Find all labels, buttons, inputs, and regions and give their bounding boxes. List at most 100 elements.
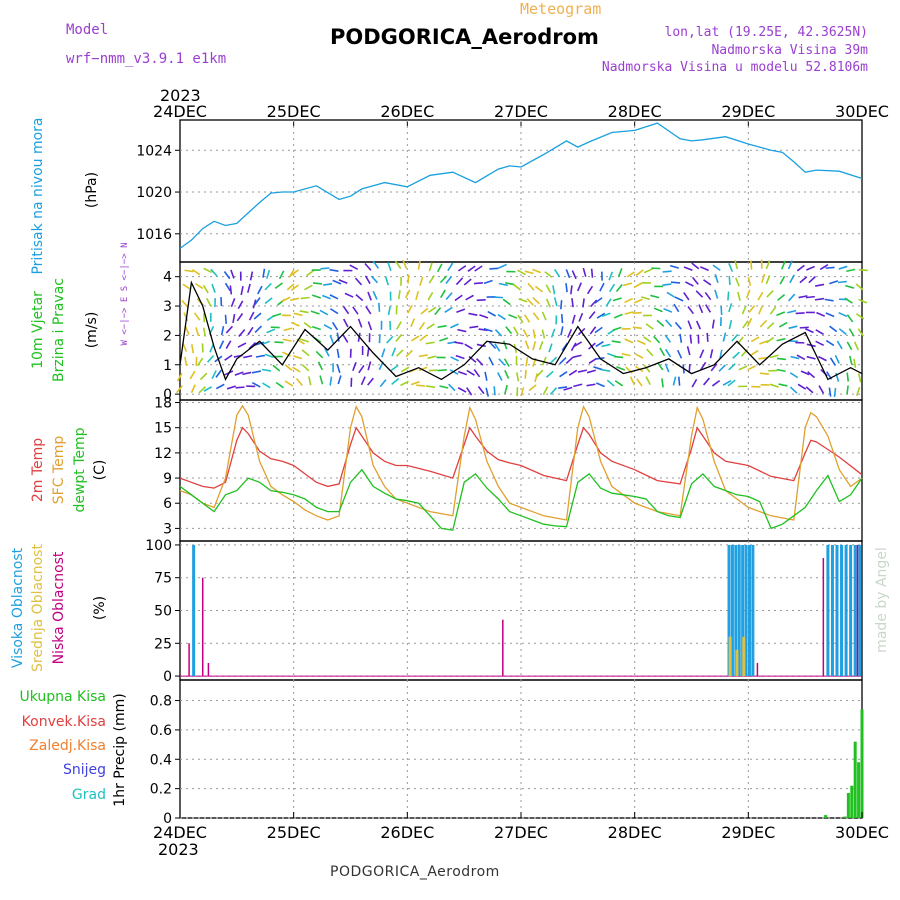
wind-arrow bbox=[248, 311, 255, 321]
wind-arrow bbox=[710, 363, 718, 372]
wind-arrow bbox=[608, 271, 614, 281]
wind-arrow bbox=[683, 266, 693, 272]
wind-arrow bbox=[695, 320, 702, 330]
wind-arrow bbox=[232, 313, 236, 324]
wind-arrow bbox=[321, 294, 331, 300]
wind-arrow bbox=[816, 311, 826, 317]
wind-arrow bbox=[292, 366, 301, 373]
wind-arrow bbox=[727, 291, 730, 301]
wind-arrow bbox=[553, 297, 558, 307]
wind-arrow bbox=[544, 271, 553, 278]
wind-arrow bbox=[805, 328, 814, 334]
wind-arrow bbox=[417, 260, 421, 270]
wind-arrow bbox=[312, 282, 323, 285]
wind-arrow bbox=[338, 279, 348, 284]
wind-arrow bbox=[653, 307, 663, 313]
wind-arrow bbox=[525, 357, 529, 367]
wind-arrow bbox=[704, 291, 712, 301]
wind-arrow bbox=[428, 306, 437, 313]
wind-arrow bbox=[765, 336, 775, 344]
wind-arrow bbox=[596, 382, 605, 388]
precip-bar bbox=[846, 793, 850, 818]
wind-arrow bbox=[825, 312, 835, 318]
wind-arrow bbox=[381, 348, 386, 358]
wind-arrow bbox=[653, 335, 661, 344]
wind-arrow bbox=[455, 354, 465, 360]
wind-arrow bbox=[853, 341, 860, 351]
wind-arrow bbox=[838, 328, 847, 336]
wind-arrow bbox=[532, 341, 537, 351]
year-label-bottom: 2023 bbox=[158, 840, 199, 859]
wind-arrow bbox=[224, 314, 228, 324]
wind-arrow bbox=[632, 311, 642, 314]
wind-arrow bbox=[454, 341, 464, 345]
wind-arrow bbox=[209, 343, 215, 353]
wind-arrow bbox=[444, 306, 453, 314]
wind-arrow bbox=[570, 285, 573, 295]
wind-arrow bbox=[722, 332, 727, 342]
wind-arrow bbox=[474, 265, 483, 272]
wind-arrow bbox=[728, 319, 733, 330]
wind-arrow bbox=[240, 285, 244, 296]
wind-arrow bbox=[184, 269, 194, 273]
wind-arrow bbox=[759, 319, 768, 328]
wind-arrow bbox=[589, 326, 597, 335]
cloud-label-2: Srednja Oblacnost bbox=[30, 544, 46, 672]
wind-arrow bbox=[705, 304, 712, 313]
wind-arrow bbox=[249, 271, 254, 281]
wind-arrow bbox=[367, 291, 372, 301]
wind-arrow bbox=[428, 262, 433, 272]
wind-arrow bbox=[512, 326, 519, 336]
wind-arrow bbox=[686, 346, 691, 356]
time-tick-label-bottom: 24DEC bbox=[153, 823, 207, 842]
wind-arrow bbox=[416, 384, 426, 387]
time-tick-label-bottom: 26DEC bbox=[380, 823, 434, 842]
wind-arrow bbox=[702, 377, 711, 386]
y-tick-label: 1 bbox=[163, 358, 172, 374]
wind-arrow bbox=[765, 275, 771, 285]
wind-arrow bbox=[434, 307, 442, 316]
cloud-unit: (%) bbox=[92, 596, 108, 620]
wind-arrow bbox=[211, 283, 216, 293]
wind-arrow bbox=[190, 384, 196, 394]
line-sfc-temp bbox=[179, 404, 863, 521]
precip-bar bbox=[850, 785, 854, 818]
cloud-bar bbox=[844, 544, 848, 677]
wind-arrow bbox=[806, 355, 816, 360]
cloud-bar bbox=[747, 544, 751, 677]
wind-arrow bbox=[711, 319, 715, 329]
wind-arrow bbox=[645, 376, 651, 385]
wind-arrow bbox=[789, 386, 798, 394]
wind-arrow bbox=[829, 357, 836, 366]
wind-arrow bbox=[512, 283, 522, 291]
wind-arrow bbox=[776, 311, 786, 317]
wind-arrow bbox=[465, 294, 474, 301]
wind-arrow bbox=[498, 282, 508, 287]
wind-arrow bbox=[253, 312, 262, 320]
wind-arrow bbox=[395, 333, 403, 342]
model-elevation-info: Nadmorska Visina u modelu 52.8106m bbox=[602, 60, 868, 75]
precip-bar bbox=[860, 709, 864, 818]
wind-arrow bbox=[594, 297, 603, 304]
wind-arrow bbox=[699, 349, 705, 359]
wind-arrow bbox=[759, 340, 769, 345]
wind-arrow bbox=[536, 369, 544, 378]
wind-arrow bbox=[426, 385, 436, 389]
meteogram-label: Meteogram bbox=[520, 0, 601, 18]
wind-arrow bbox=[825, 339, 835, 347]
wind-arrow bbox=[274, 282, 283, 289]
wind-arrow bbox=[274, 341, 284, 344]
precip-legend-snow: Snijeg bbox=[63, 762, 106, 778]
wind-arrow bbox=[829, 280, 839, 285]
wind-arrow bbox=[457, 387, 467, 393]
wind-arrow bbox=[650, 294, 660, 299]
wind-arrow bbox=[687, 306, 695, 315]
wind-arrow bbox=[577, 282, 582, 292]
y-tick-label: 3 bbox=[163, 299, 172, 315]
model-label: Model bbox=[66, 22, 108, 38]
wind-arrow bbox=[636, 339, 646, 345]
wind-arrow bbox=[342, 305, 350, 315]
cloud-bar bbox=[835, 544, 839, 677]
wind-arrow bbox=[747, 365, 757, 371]
wind-arrow bbox=[745, 289, 751, 299]
